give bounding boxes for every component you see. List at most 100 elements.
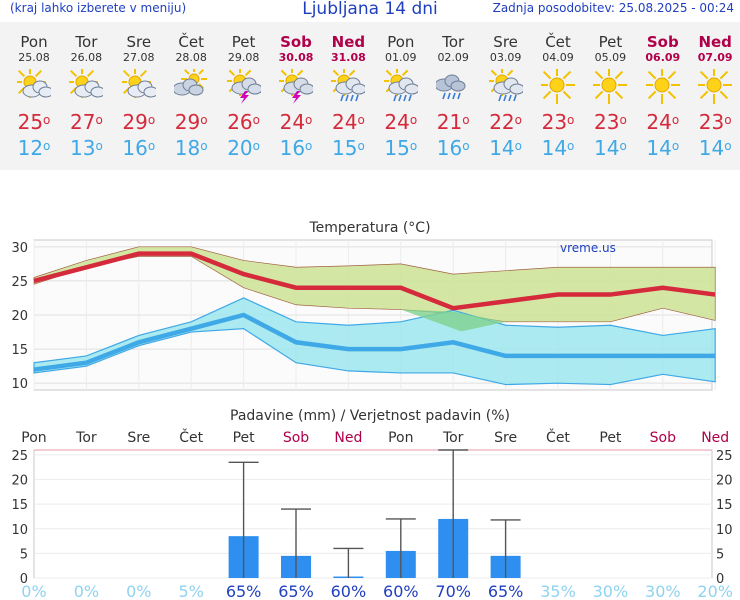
x-tick-label: Sob (283, 430, 309, 446)
y-tick-label: 25 (11, 449, 28, 464)
temp-min: 15o (384, 136, 418, 160)
temp-max: 22o (489, 110, 522, 134)
precipitation-chart-title: Padavine (mm) / Verjetnost padavin (%) (230, 408, 510, 424)
day-date: 02.09 (437, 51, 469, 64)
x-tick-label: Pet (599, 430, 622, 446)
day-column: Ned 07.09 23o 14o (689, 22, 740, 161)
probability-label: 20% (697, 582, 733, 600)
x-tick-label: Čet (179, 428, 203, 446)
day-name: Pet (598, 33, 623, 51)
day-column: Sre 27.08 29o 16o (113, 22, 165, 161)
day-date: 30.08 (278, 51, 314, 64)
min-temp-line (33, 312, 716, 372)
day-column: Tor 02.09 21o 16o (427, 22, 479, 161)
band-overlap (400, 309, 506, 332)
temp-max: 23o (593, 110, 627, 134)
probability-label: 65% (226, 582, 262, 600)
temperature-chart-title: Temperatura (°C) (308, 220, 430, 236)
day-column: Čet 04.09 23o 14o (532, 22, 584, 161)
day-name: Sob (646, 33, 679, 51)
y-tick-label-right: 25 (716, 449, 733, 464)
day-date: 01.09 (385, 51, 417, 64)
y-tick-label: 10 (11, 523, 28, 538)
sun-rain-icon (480, 65, 532, 109)
temp-min: 14o (541, 136, 575, 160)
probability-label: 0% (21, 582, 46, 600)
sun-icon (689, 65, 740, 109)
day-date: 04.09 (542, 51, 574, 64)
temp-max: 23o (541, 110, 575, 134)
day-name: Pet (231, 33, 256, 51)
y-tick-label: 15 (11, 343, 28, 358)
probability-label: 30% (645, 582, 681, 600)
forecast-strip: Pon 25.08 25o 12o Tor 26.08 27o 13o Sre 27.08 29o 1… (0, 22, 740, 170)
max-temp-line (33, 251, 716, 311)
temp-max: 21o (436, 110, 470, 134)
sun-icon (532, 65, 584, 109)
day-column: Čet 28.08 29o 18o (165, 22, 217, 161)
cloud-sun-icon (165, 65, 217, 109)
temp-min: 18o (174, 136, 208, 160)
day-date: 31.08 (330, 51, 366, 64)
menu-hint: (kraj lahko izberete v meniju) (10, 1, 187, 15)
y-tick-label-right: 5 (716, 547, 724, 562)
charts: 10 15 20 25 30 Temperatura (°C) vreme.us Padavi… (11, 220, 733, 600)
y-tick-label: 0 (20, 572, 28, 587)
temp-min: 15o (331, 136, 365, 160)
day-column: Pon 25.08 25o 12o (8, 22, 60, 161)
temp-min: 14o (593, 136, 627, 160)
thunderstorm-icon (218, 65, 270, 109)
y-tick-label: 15 (11, 498, 28, 513)
day-name: Čet (545, 33, 571, 51)
x-tick-label: Pet (233, 430, 256, 446)
sun-rain-icon (322, 65, 374, 109)
y-tick-label: 20 (11, 474, 28, 489)
temp-min: 14o (646, 136, 680, 160)
day-name: Sre (493, 33, 518, 51)
probability-label: 0% (126, 582, 151, 600)
day-column: Sob 30.08 24o 16o (270, 22, 322, 161)
x-tick-label: Sob (650, 430, 676, 446)
temp-max: 24o (279, 110, 313, 134)
probability-label: 35% (540, 582, 576, 600)
rain-cloud-icon (427, 65, 479, 109)
x-tick-label: Pon (388, 430, 413, 446)
y-tick-label-right: 20 (716, 474, 733, 489)
temp-min: 14o (489, 136, 522, 160)
temp-max: 23o (698, 110, 732, 134)
temp-max: 24o (646, 110, 680, 134)
day-date: 27.08 (123, 51, 155, 64)
probability-label: 30% (593, 582, 629, 600)
y-tick-label: 20 (11, 309, 28, 324)
day-name: Ned (331, 33, 366, 51)
y-tick-label: 25 (11, 275, 28, 290)
y-tick-label-right: 15 (716, 498, 733, 513)
x-tick-label: Ned (334, 430, 362, 446)
y-tick-label-right: 0 (716, 572, 724, 587)
temp-max: 29o (174, 110, 208, 134)
sun-cloud-icon (113, 65, 165, 109)
day-name: Tor (75, 33, 98, 51)
temp-max: 24o (384, 110, 418, 134)
temp-max: 24o (331, 110, 365, 134)
temp-max: 29o (122, 110, 156, 134)
temp-min: 16o (122, 136, 156, 160)
day-column: Sob 06.09 24o 14o (637, 22, 689, 161)
day-date: 26.08 (70, 51, 103, 64)
sun-cloud-icon (60, 65, 112, 109)
day-date: 28.08 (175, 51, 207, 64)
probability-label: 65% (488, 582, 524, 600)
day-column: Pet 29.08 26o 20o (218, 22, 270, 161)
x-tick-label: Sre (127, 430, 150, 446)
temp-min: 16o (436, 136, 470, 160)
day-name: Sob (280, 33, 312, 51)
day-date: 03.09 (489, 51, 522, 64)
page-title: Ljubljana 14 dni (302, 0, 438, 19)
y-tick-label: 10 (11, 377, 28, 392)
day-date: 07.09 (697, 51, 733, 64)
x-tick-label: Ned (701, 430, 729, 446)
day-name: Tor (442, 33, 465, 51)
day-column: Ned 31.08 24o 15o (322, 22, 374, 161)
probability-label: 65% (278, 582, 314, 600)
y-tick-label: 5 (20, 547, 28, 562)
